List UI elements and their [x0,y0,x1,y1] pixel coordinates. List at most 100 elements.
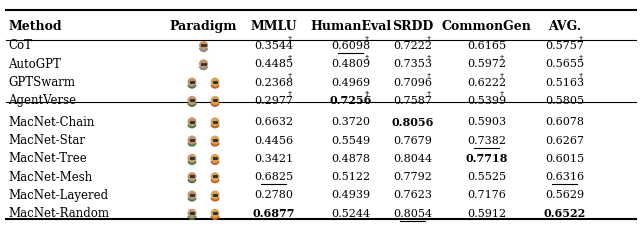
Text: 0.6522: 0.6522 [543,208,586,219]
Wedge shape [211,179,219,183]
Text: 0.6165: 0.6165 [467,41,506,51]
Text: 0.3421: 0.3421 [254,154,294,164]
Text: 0.4809: 0.4809 [331,59,371,69]
Text: 0.7176: 0.7176 [467,190,506,200]
Text: 0.7222: 0.7222 [394,41,432,51]
Circle shape [211,173,219,181]
Text: 0.5757: 0.5757 [545,41,584,51]
Text: 0.5912: 0.5912 [467,209,506,219]
Text: 0.4456: 0.4456 [254,135,294,145]
Text: MacNet-Mesh: MacNet-Mesh [8,171,93,184]
Text: AVG.: AVG. [548,20,581,33]
Text: MacNet-Tree: MacNet-Tree [8,152,87,165]
Text: 0.7353: 0.7353 [394,59,432,69]
Text: 0.6015: 0.6015 [545,154,584,164]
Circle shape [188,118,196,125]
Text: GPTSwarm: GPTSwarm [8,76,76,89]
Text: †: † [427,71,431,79]
Text: 0.8044: 0.8044 [393,154,433,164]
Text: 0.8056: 0.8056 [392,117,434,128]
Circle shape [211,209,219,217]
Text: †: † [365,53,369,61]
Text: 0.7718: 0.7718 [465,153,508,164]
Wedge shape [211,160,219,164]
Text: 0.7792: 0.7792 [394,172,432,182]
Text: 0.6078: 0.6078 [545,117,584,127]
Text: 0.5805: 0.5805 [545,96,584,106]
Circle shape [188,136,196,144]
Text: †: † [427,53,431,61]
Text: 0.4969: 0.4969 [331,77,371,87]
Text: †: † [288,90,292,98]
Text: AutoGPT: AutoGPT [8,58,61,71]
Text: 0.7096: 0.7096 [394,77,432,87]
Text: 0.3720: 0.3720 [332,117,370,127]
Wedge shape [211,102,219,106]
Wedge shape [188,142,196,146]
Text: 0.7623: 0.7623 [394,190,432,200]
Circle shape [211,78,219,86]
Circle shape [211,118,219,125]
Wedge shape [211,142,219,146]
Text: 0.5972: 0.5972 [467,59,506,69]
Circle shape [188,209,196,217]
Text: 0.5549: 0.5549 [331,135,371,145]
Text: 0.7587: 0.7587 [394,96,432,106]
Text: SRDD: SRDD [392,20,433,33]
Text: HumanEval: HumanEval [310,20,391,33]
Text: MMLU: MMLU [251,20,297,33]
Wedge shape [188,124,196,128]
Text: CommonGen: CommonGen [442,20,531,33]
Text: 0.7382: 0.7382 [467,135,506,145]
Wedge shape [211,215,219,219]
Circle shape [211,191,219,199]
Wedge shape [200,47,207,51]
Wedge shape [188,179,196,183]
Text: 0.6632: 0.6632 [254,117,294,127]
Text: †: † [365,90,369,98]
Wedge shape [188,84,196,88]
Circle shape [188,173,196,181]
Wedge shape [188,102,196,106]
Wedge shape [200,65,207,70]
Text: Method: Method [8,20,62,33]
Wedge shape [211,124,219,128]
Text: 0.5629: 0.5629 [545,190,584,200]
Text: AgentVerse: AgentVerse [8,94,76,107]
Text: †: † [579,35,582,43]
Text: 0.2780: 0.2780 [255,190,293,200]
Text: †: † [500,90,504,98]
Wedge shape [188,197,196,201]
Text: Paradigm: Paradigm [170,20,237,33]
Circle shape [188,155,196,162]
Text: †: † [579,53,582,61]
Text: †: † [288,53,292,61]
Text: †: † [365,35,369,43]
Circle shape [188,191,196,199]
Text: MacNet-Layered: MacNet-Layered [8,189,108,202]
Circle shape [200,42,207,49]
Text: 0.8054: 0.8054 [393,209,433,219]
Wedge shape [211,84,219,88]
Text: 0.6316: 0.6316 [545,172,584,182]
Circle shape [188,78,196,86]
Text: †: † [427,90,431,98]
Circle shape [211,97,219,104]
Text: 0.6267: 0.6267 [545,135,584,145]
Circle shape [188,97,196,104]
Text: MacNet-Star: MacNet-Star [8,134,85,147]
Text: CoT: CoT [8,39,32,52]
Text: 0.4939: 0.4939 [331,190,371,200]
Text: 0.4878: 0.4878 [332,154,370,164]
Text: 0.6222: 0.6222 [467,77,506,87]
Text: 0.7256: 0.7256 [330,95,372,106]
Text: 0.7679: 0.7679 [394,135,432,145]
Circle shape [200,60,207,67]
Text: 0.5655: 0.5655 [545,59,584,69]
Text: 0.5525: 0.5525 [467,172,506,182]
Text: †: † [288,35,292,43]
Text: †: † [579,71,582,79]
Text: †: † [500,71,504,79]
Wedge shape [188,160,196,164]
Text: 0.4485: 0.4485 [254,59,294,69]
